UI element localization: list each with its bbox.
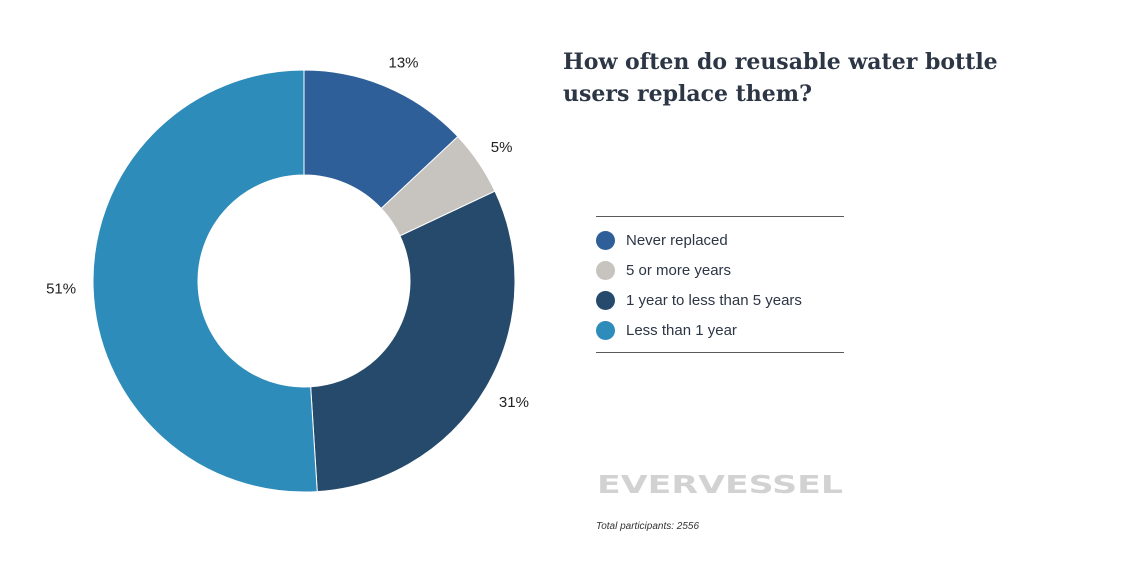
legend-swatch	[596, 260, 615, 280]
legend: Never replaced 5 or more years 1 year to…	[596, 216, 844, 353]
legend-item-never-replaced: Never replaced	[596, 225, 844, 255]
legend-item-less-than-1-year: Less than 1 year	[596, 315, 844, 345]
legend-label: Less than 1 year	[626, 321, 737, 339]
slice-1-year-to-less-than-5-years	[310, 190, 516, 493]
legend-label: 1 year to less than 5 years	[626, 291, 802, 309]
footnote: Total participants: 2556	[596, 521, 700, 532]
slice-label-1-year-to-less-than-5-years: 31%	[499, 394, 529, 411]
donut-slices	[92, 69, 516, 493]
donut-chart: 13% 5% 31% 51%	[46, 55, 529, 493]
logo-text: EVERVESSEL	[597, 470, 843, 496]
legend-swatch	[596, 230, 615, 250]
slice-label-5-or-more-years: 5%	[491, 139, 513, 156]
legend-label: 5 or more years	[626, 261, 732, 279]
evervessel-logo: EVERVESSEL	[597, 470, 843, 496]
slice-labels: 13% 5% 31% 51%	[46, 55, 529, 412]
slice-less-than-1-year	[92, 69, 318, 493]
legend-label: Never replaced	[626, 231, 728, 249]
slice-label-never-replaced: 13%	[389, 55, 419, 72]
legend-item-1-to-5-years: 1 year to less than 5 years	[596, 285, 844, 315]
slice-label-less-than-1-year: 51%	[46, 281, 76, 298]
legend-swatch	[596, 290, 615, 310]
legend-swatch	[596, 320, 615, 340]
legend-item-5-or-more-years: 5 or more years	[596, 255, 844, 285]
chart-title: How often do reusable water bottle users…	[563, 49, 998, 107]
